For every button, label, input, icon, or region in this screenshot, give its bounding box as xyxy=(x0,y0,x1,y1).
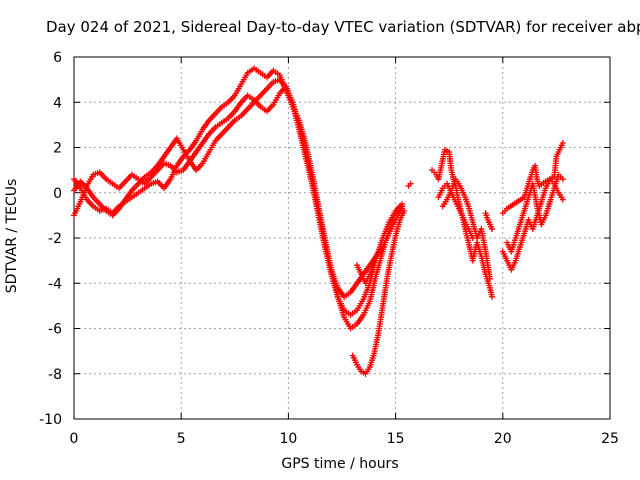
y-tick-label: -8 xyxy=(48,367,62,383)
y-tick-label: -4 xyxy=(48,276,62,292)
x-tick-label: 25 xyxy=(601,431,619,447)
data-point xyxy=(401,207,408,214)
y-tick-label: 2 xyxy=(53,141,62,157)
data-points xyxy=(71,65,566,377)
x-tick-label: 5 xyxy=(177,431,186,447)
data-point xyxy=(469,235,476,241)
y-axis-label: SDTVAR / TECUs xyxy=(4,178,20,294)
x-tick-label: 0 xyxy=(70,431,79,447)
data-point xyxy=(489,293,496,300)
data-point xyxy=(486,275,493,282)
data-point xyxy=(559,139,566,146)
data-point xyxy=(407,180,414,187)
y-tick-label: -2 xyxy=(48,231,62,247)
grid-lines xyxy=(74,57,610,419)
data-point xyxy=(489,225,496,232)
x-tick-label: 10 xyxy=(279,431,297,447)
chart-title: Day 024 of 2021, Sidereal Day-to-day VTE… xyxy=(46,18,640,36)
x-tick-label: 15 xyxy=(387,431,405,447)
y-tick-label: 4 xyxy=(53,95,62,111)
y-tick-label: -6 xyxy=(48,322,62,338)
x-tick-label: 20 xyxy=(494,431,512,447)
data-point xyxy=(559,196,566,203)
data-point xyxy=(375,248,382,255)
y-tick-label: 0 xyxy=(53,186,62,202)
y-tick-label: -10 xyxy=(39,412,62,428)
x-axis-label: GPS time / hours xyxy=(281,456,399,472)
y-tick-label: 6 xyxy=(53,50,62,66)
axis-ticks: 0 5 10 15 20 25 -10 -8 -6 -4 -2 0 2 4 6 xyxy=(39,50,619,447)
data-point xyxy=(559,176,566,183)
